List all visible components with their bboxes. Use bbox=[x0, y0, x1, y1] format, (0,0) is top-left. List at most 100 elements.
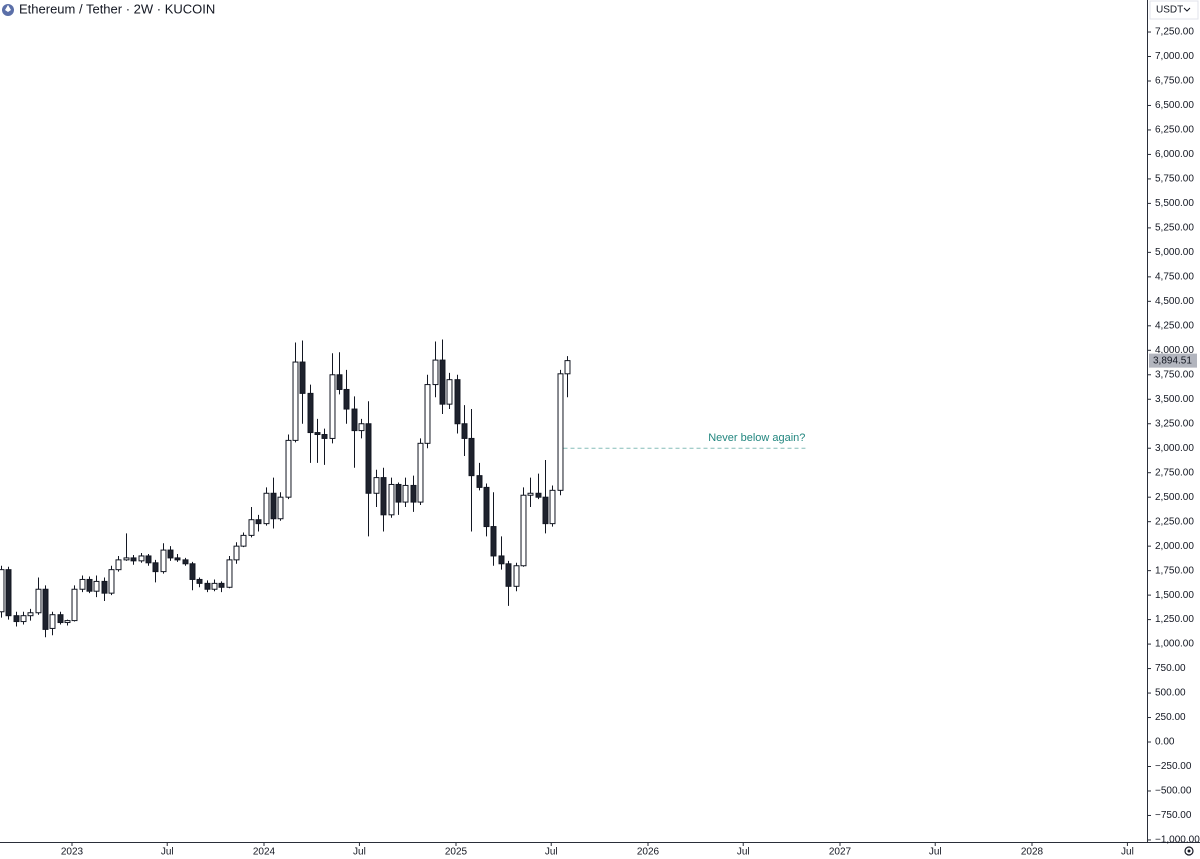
candle-body bbox=[351, 408, 358, 432]
y-tick-label: 500.00 bbox=[1155, 688, 1186, 699]
candle-body bbox=[160, 549, 167, 573]
candle-body bbox=[373, 477, 380, 494]
candle-body bbox=[49, 614, 56, 629]
candle-body bbox=[255, 519, 262, 525]
currency-chevron bbox=[1183, 7, 1191, 12]
candle-body bbox=[35, 588, 42, 614]
candle-body bbox=[285, 439, 292, 498]
y-tick-label: −750.00 bbox=[1155, 810, 1192, 821]
x-tick-label: 2024 bbox=[253, 847, 276, 858]
candle-body bbox=[64, 620, 71, 624]
y-tick-label: 5,750.00 bbox=[1155, 174, 1194, 185]
y-tick-label: 3,750.00 bbox=[1155, 369, 1194, 380]
x-tick-label: Jul bbox=[353, 847, 366, 858]
x-tick-label: Jul bbox=[929, 847, 942, 858]
y-tick-label: −250.00 bbox=[1155, 761, 1192, 772]
candle-body bbox=[27, 612, 34, 617]
y-tick-label: 6,000.00 bbox=[1155, 149, 1194, 160]
y-tick-label: 7,000.00 bbox=[1155, 51, 1194, 62]
candle-body bbox=[388, 483, 395, 516]
y-tick-label: −500.00 bbox=[1155, 786, 1192, 797]
candle-body bbox=[549, 489, 556, 525]
candle-body bbox=[13, 615, 20, 623]
x-tick-label: Jul bbox=[737, 847, 750, 858]
y-tick-label: 6,250.00 bbox=[1155, 125, 1194, 136]
y-tick-label: 3,500.00 bbox=[1155, 394, 1194, 405]
candle-body bbox=[564, 360, 571, 375]
candle-body bbox=[57, 614, 64, 624]
candle-body bbox=[343, 388, 350, 410]
y-tick-label: 1,250.00 bbox=[1155, 614, 1194, 625]
y-tick-label: 2,500.00 bbox=[1155, 492, 1194, 503]
candle-body bbox=[535, 492, 542, 498]
candle-body bbox=[439, 359, 446, 405]
x-tick-label: 2025 bbox=[445, 847, 468, 858]
y-tick-label: 250.00 bbox=[1155, 712, 1186, 723]
y-tick-label: 5,000.00 bbox=[1155, 247, 1194, 258]
symbol-icon-glyph bbox=[5, 5, 11, 12]
candle-body bbox=[248, 519, 255, 536]
candle-body bbox=[307, 392, 314, 434]
candle-body bbox=[329, 374, 336, 439]
settings-icon[interactable] bbox=[1184, 846, 1194, 856]
y-tick-label: 3,000.00 bbox=[1155, 443, 1194, 454]
candle-body bbox=[108, 569, 115, 594]
y-tick-label: 750.00 bbox=[1155, 663, 1186, 674]
y-tick-label: 7,250.00 bbox=[1155, 27, 1194, 38]
y-tick-label: 5,250.00 bbox=[1155, 223, 1194, 234]
candle-body bbox=[365, 423, 372, 494]
candle-body bbox=[505, 563, 512, 587]
candle-body bbox=[20, 615, 27, 623]
candle-body bbox=[299, 361, 306, 394]
currency-label: USDT bbox=[1156, 5, 1183, 16]
chart-title: Ethereum / Tether · 2W · KUCOIN bbox=[19, 1, 215, 16]
settings-icon-center bbox=[1187, 849, 1191, 853]
candle-body bbox=[520, 494, 527, 567]
candle-body bbox=[490, 526, 497, 557]
y-tick-label: 4,500.00 bbox=[1155, 296, 1194, 307]
plot-area: Never below again? bbox=[0, 339, 806, 638]
candle-body bbox=[130, 557, 137, 562]
candle-body bbox=[182, 559, 189, 565]
y-tick-label: 4,250.00 bbox=[1155, 320, 1194, 331]
y-tick-label: 0.00 bbox=[1155, 737, 1175, 748]
x-tick-label: 2023 bbox=[61, 847, 84, 858]
y-tick-label: 4,000.00 bbox=[1155, 345, 1194, 356]
y-tick-label: 1,750.00 bbox=[1155, 565, 1194, 576]
candle-body bbox=[263, 492, 270, 525]
candle-body bbox=[138, 555, 145, 562]
last-price-label: 3,894.51 bbox=[1153, 355, 1192, 366]
y-tick-label: 2,750.00 bbox=[1155, 467, 1194, 478]
currency-button[interactable] bbox=[1149, 0, 1199, 20]
y-tick-label: 6,500.00 bbox=[1155, 100, 1194, 111]
candle-body bbox=[226, 559, 233, 588]
candle-body bbox=[167, 549, 174, 559]
candle-body bbox=[321, 434, 328, 439]
x-tick-label: Jul bbox=[1121, 847, 1134, 858]
x-tick-label: 2026 bbox=[637, 847, 660, 858]
candle-body bbox=[380, 477, 387, 516]
candle-body bbox=[424, 384, 431, 444]
x-tick-label: Jul bbox=[161, 847, 174, 858]
annotation-text: Never below again? bbox=[708, 432, 805, 444]
candle-body bbox=[292, 361, 299, 441]
candle-body bbox=[476, 475, 483, 488]
candle-body bbox=[446, 379, 453, 405]
candle-body bbox=[402, 484, 409, 503]
y-tick-label: 1,000.00 bbox=[1155, 639, 1194, 650]
candle-body bbox=[211, 582, 218, 590]
candle-body bbox=[395, 483, 402, 503]
candle-body bbox=[115, 559, 122, 571]
candle-body bbox=[5, 569, 12, 617]
x-tick-label: 2028 bbox=[1021, 847, 1044, 858]
y-tick-label: 5,500.00 bbox=[1155, 198, 1194, 209]
candle-body bbox=[204, 582, 211, 590]
candle-body bbox=[196, 578, 203, 584]
y-tick-label: −1,000.00 bbox=[1155, 835, 1200, 846]
candle-body bbox=[71, 588, 78, 622]
candle-body bbox=[410, 484, 417, 503]
candle-body bbox=[42, 588, 49, 630]
